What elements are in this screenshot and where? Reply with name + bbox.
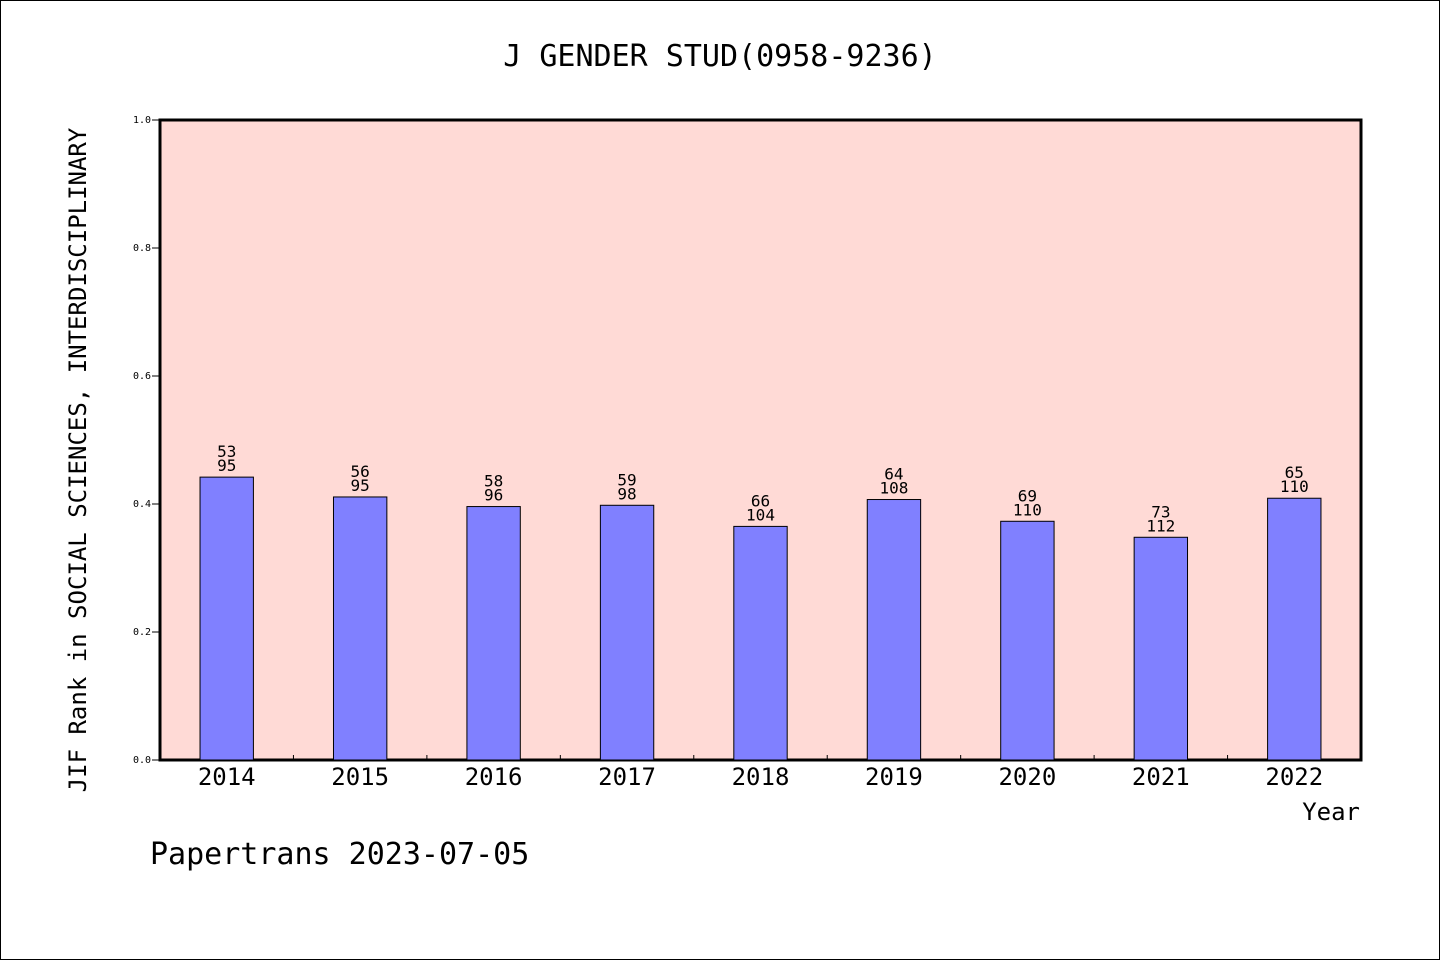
- total-label-2022: 110: [1280, 477, 1309, 496]
- bar-2018: [733, 525, 788, 761]
- bar-2021: [1133, 536, 1189, 761]
- rank-label-2017: 59: [617, 470, 636, 489]
- total-label-2021: 112: [1146, 516, 1175, 535]
- y-tick-label-5: 1.0: [133, 115, 151, 126]
- bar-2022: [1267, 497, 1322, 761]
- rank-label-2020: 69: [1018, 486, 1037, 505]
- x-tick-label-2015: 2015: [331, 763, 389, 791]
- total-label-2014: 95: [217, 456, 236, 475]
- x-tick-label-2014: 2014: [198, 763, 256, 791]
- bar-2014: [199, 476, 254, 761]
- rank-label-2015: 56: [351, 462, 370, 481]
- bar-2019: [866, 499, 922, 761]
- y-tick-label-1: 0.2: [133, 627, 151, 638]
- total-label-2020: 110: [1013, 500, 1042, 519]
- total-label-2015: 95: [351, 476, 370, 495]
- x-tick-label-2019: 2019: [865, 763, 923, 791]
- y-tick-label-3: 0.6: [133, 371, 151, 382]
- total-label-2017: 98: [617, 484, 636, 503]
- y-ticks-group: 0.0 0.2 0.4 0.6 0.8 1.0: [133, 115, 160, 766]
- chart-title: J GENDER STUD(0958-9236): [503, 39, 936, 74]
- footer-text: Papertrans 2023-07-05: [150, 837, 529, 872]
- x-axis-label: Year: [1302, 798, 1360, 826]
- rank-label-2016: 58: [484, 472, 503, 491]
- x-tick-label-2016: 2016: [465, 763, 523, 791]
- y-tick-label-4: 0.8: [133, 243, 151, 254]
- bar-2017: [599, 504, 655, 761]
- total-label-2019: 108: [879, 479, 908, 498]
- bars-group: [199, 476, 1322, 761]
- bar-2015: [332, 496, 388, 761]
- y-axis-label: JIF Rank in SOCIAL SCIENCES, INTERDISCIP…: [64, 127, 92, 792]
- bar-2020: [1000, 520, 1055, 761]
- bar-2016: [466, 506, 521, 761]
- x-tick-label-2018: 2018: [732, 763, 790, 791]
- y-tick-label-0: 0.0: [133, 755, 151, 766]
- x-tick-label-2017: 2017: [598, 763, 656, 791]
- total-label-2016: 96: [484, 486, 503, 505]
- rank-label-2021: 73: [1151, 502, 1170, 521]
- x-tick-label-2021: 2021: [1132, 763, 1190, 791]
- total-label-2018: 104: [746, 505, 775, 524]
- x-ticks-group: 2014 2015 2016 2017 2018 2019 2020 2021 2022: [198, 755, 1323, 791]
- y-tick-label-2: 0.4: [133, 499, 151, 510]
- rank-label-2022: 65: [1285, 463, 1304, 482]
- rank-label-2014: 53: [217, 442, 236, 461]
- rank-label-2019: 64: [884, 465, 903, 484]
- x-tick-label-2022: 2022: [1265, 763, 1323, 791]
- rank-label-2018: 66: [751, 491, 770, 510]
- x-tick-label-2020: 2020: [998, 763, 1056, 791]
